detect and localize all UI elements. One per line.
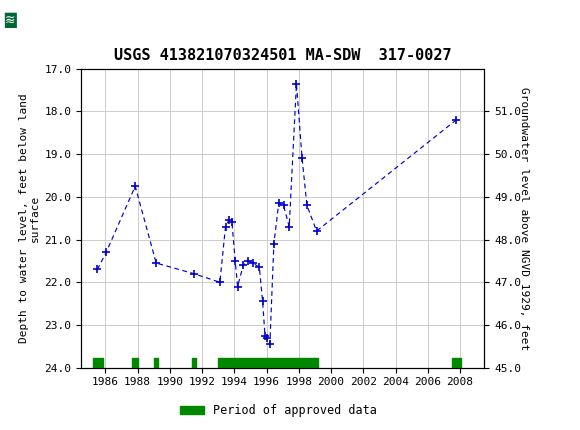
Text: ≋: ≋ bbox=[5, 13, 15, 27]
Text: USGS: USGS bbox=[49, 12, 100, 30]
Y-axis label: Groundwater level above NGVD 1929, feet: Groundwater level above NGVD 1929, feet bbox=[519, 86, 530, 350]
Legend: Period of approved data: Period of approved data bbox=[175, 399, 382, 422]
Y-axis label: Depth to water level, feet below land
surface: Depth to water level, feet below land su… bbox=[19, 93, 41, 343]
Bar bbox=[3, 3, 46, 37]
Text: █: █ bbox=[5, 12, 16, 28]
Title: USGS 413821070324501 MA-SDW  317-0027: USGS 413821070324501 MA-SDW 317-0027 bbox=[114, 49, 452, 64]
